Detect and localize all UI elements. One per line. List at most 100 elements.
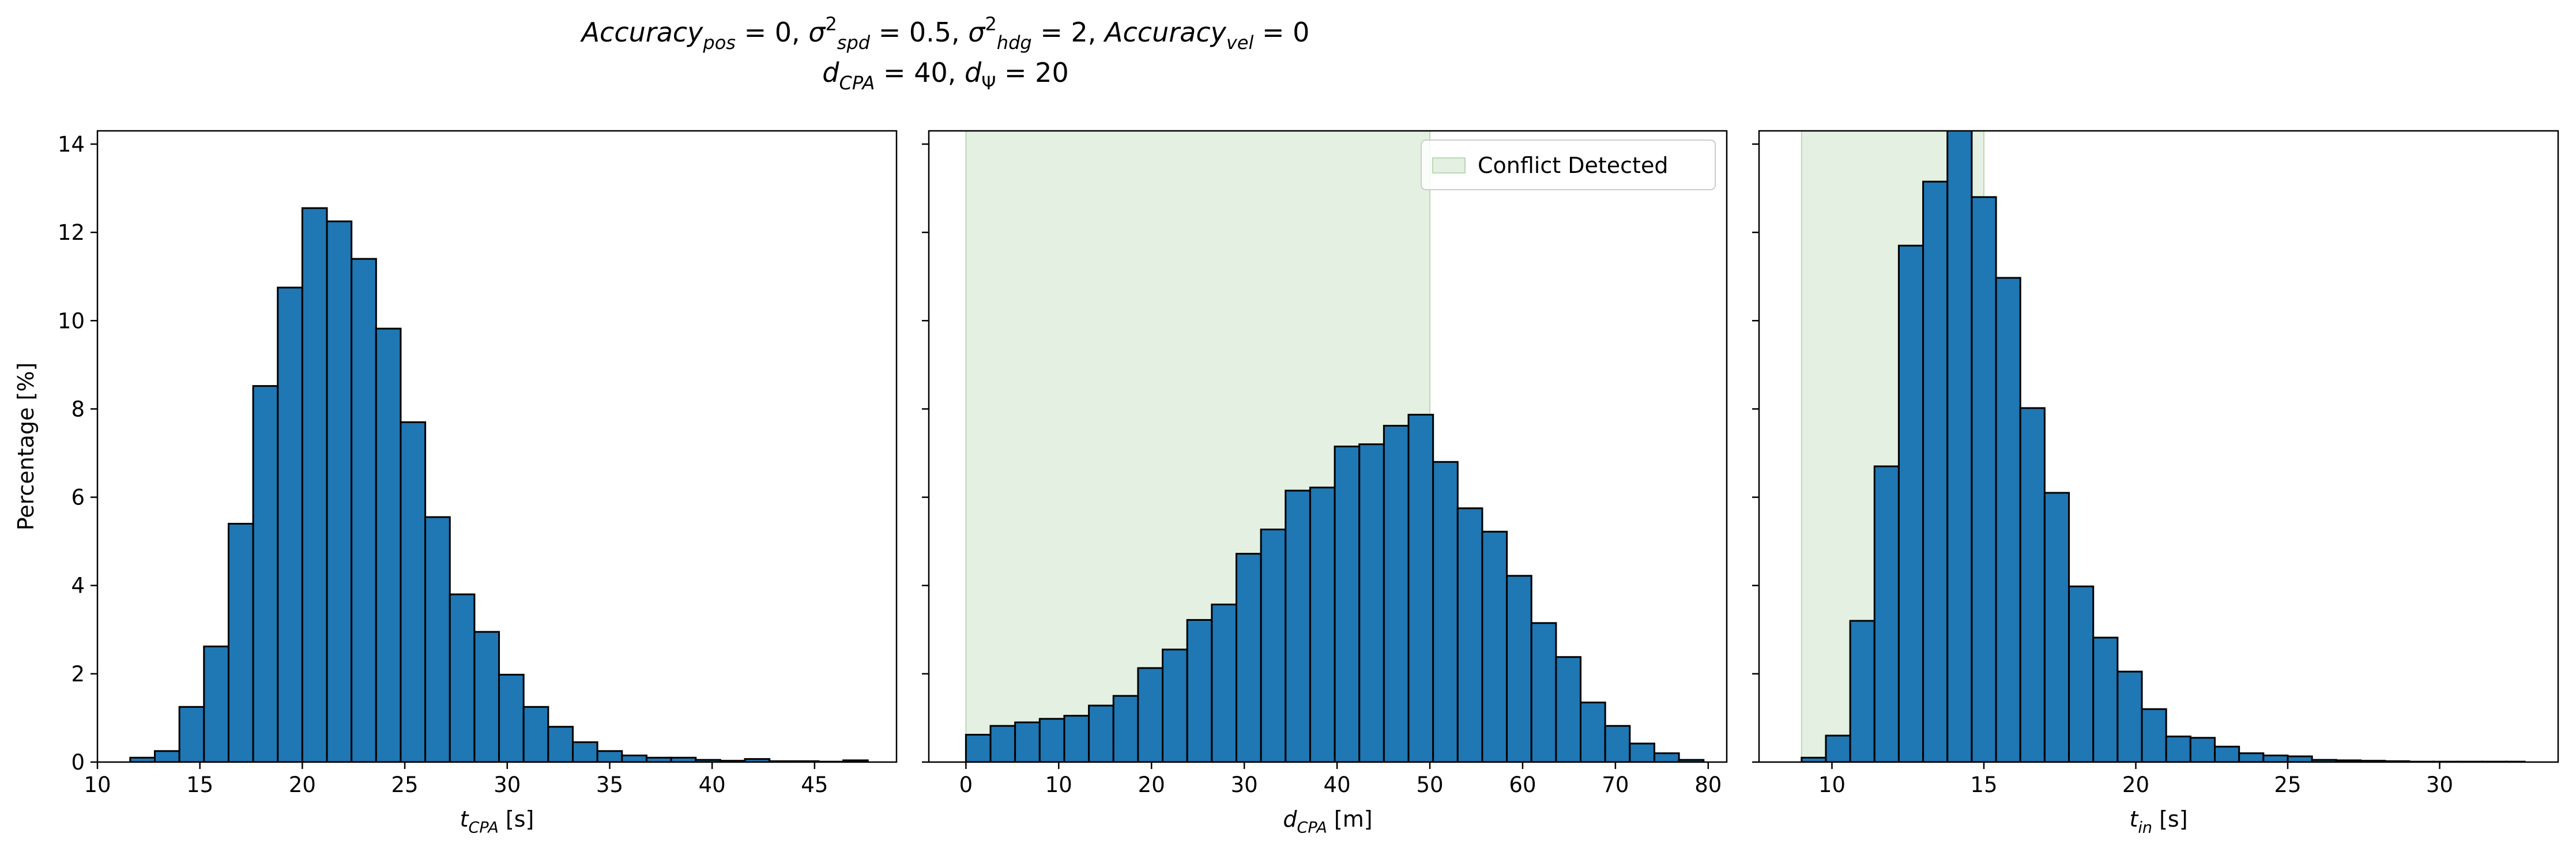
- histogram-bar: [1653, 752, 1680, 762]
- x-tick-label: 10: [1818, 772, 1846, 797]
- x-tick-label: 45: [801, 772, 828, 797]
- histogram-bar: [1506, 575, 1532, 762]
- histogram-bar: [449, 593, 476, 762]
- histogram-bar: [1432, 461, 1459, 762]
- figure-title-line-2: dCPA = 40, dΨ = 20: [822, 57, 1068, 94]
- histogram-bar: [1309, 487, 1336, 762]
- histogram-bar: [1678, 759, 1705, 762]
- histogram-bar: [1285, 489, 1311, 762]
- histogram-bar: [1014, 721, 1041, 762]
- histogram-bar: [1849, 620, 1875, 762]
- histogram-bar: [1260, 528, 1287, 762]
- histogram-panel-3: 10 15 20 25 30 tin [s]: [1752, 130, 2559, 837]
- histogram-bar: [498, 673, 525, 762]
- y-tick-label: 4: [71, 574, 85, 598]
- histogram-bar: [547, 726, 574, 762]
- histogram-bar: [1063, 715, 1090, 762]
- histogram-bar: [1971, 196, 1997, 762]
- histogram-bar: [1162, 649, 1188, 762]
- histogram-bar: [375, 327, 402, 762]
- histogram-bar: [301, 207, 328, 762]
- axes-frame: [1758, 130, 2559, 763]
- histogram-bar: [2116, 670, 2143, 762]
- x-tick-label: 30: [494, 772, 521, 797]
- histogram-bar: [473, 631, 500, 762]
- x-tick-label: 60: [1509, 772, 1536, 797]
- histogram-bar: [1604, 725, 1631, 762]
- histogram-bar: [203, 645, 229, 762]
- histogram-bar: [2141, 708, 2167, 762]
- histogram-bar: [571, 741, 598, 762]
- axes-frame: [928, 130, 1728, 763]
- histogram-bar: [1358, 443, 1385, 762]
- histogram-bar: [1530, 622, 1557, 762]
- x-tick-label: 20: [2122, 772, 2149, 797]
- histogram-bar: [2238, 752, 2265, 762]
- histogram-bar: [326, 220, 353, 762]
- histogram-bar: [1922, 180, 1949, 762]
- histogram-bar: [621, 755, 647, 762]
- x-tick-label: 20: [289, 772, 316, 797]
- histogram-bar: [1825, 734, 1851, 762]
- figure-title-line-1: Accuracypos = 0, σ2spd = 0.5, σ2hdg = 2,…: [580, 13, 1310, 54]
- histogram-bar: [2068, 585, 2095, 762]
- x-tick-label: 25: [2274, 772, 2301, 797]
- histogram-bar: [1629, 742, 1655, 762]
- histogram-bar: [2287, 755, 2313, 762]
- histogram-bar: [277, 286, 303, 762]
- histogram-panel-1: 10 15 20 25 30 35 40 45 0 2 4 6 8 10 12 14 tCPA [s] Perce…: [13, 130, 898, 837]
- histogram-bar: [1334, 446, 1361, 762]
- y-tick-label: 12: [58, 220, 85, 245]
- x-tick-label: 40: [699, 772, 726, 797]
- x-tick-label: 15: [1970, 772, 1997, 797]
- legend-frame: [1421, 140, 1716, 190]
- histogram-bar: [2043, 492, 2070, 762]
- x-tick-label: 70: [1602, 772, 1629, 797]
- histogram-bar: [1235, 553, 1262, 762]
- x-tick-label: 30: [2426, 772, 2453, 797]
- panels: 10 15 20 25 30 35 40 45 0 2 4 6 8 10 12 14 tCPA [s] Perce…: [13, 130, 2559, 837]
- histogram-bar: [2189, 737, 2216, 762]
- x-tick-label: 10: [1045, 772, 1072, 797]
- histogram-bar: [522, 706, 549, 762]
- histogram-bar: [1580, 702, 1606, 762]
- histogram-bar: [1112, 695, 1139, 762]
- x-axis-label: tCPA [s]: [460, 806, 534, 837]
- histogram-bar: [1897, 244, 1925, 762]
- axes-frame: [96, 130, 898, 763]
- histogram-bar: [2019, 407, 2046, 762]
- histogram-panel-2: 0 10 20 30 40 50 60 70 80 dCPA [m] Conflict Detect…: [922, 130, 1728, 837]
- x-tick-label: 35: [596, 772, 623, 797]
- histogram-bar: [178, 706, 205, 762]
- x-tick-label: 10: [84, 772, 111, 797]
- histogram-bar: [2262, 755, 2289, 762]
- histogram-bar: [596, 750, 623, 762]
- histogram-bar: [424, 516, 451, 762]
- y-tick-label: 6: [71, 485, 85, 510]
- y-axis-label: Percentage [%]: [13, 363, 39, 531]
- legend-swatch: [1432, 157, 1466, 174]
- histogram-bar: [351, 258, 377, 762]
- y-tick-label: 8: [71, 397, 85, 421]
- histogram-bar: [1555, 656, 1582, 762]
- histogram-bar: [1481, 530, 1508, 762]
- x-tick-label: 40: [1324, 772, 1351, 797]
- histogram-bar: [1137, 667, 1164, 762]
- histogram-bar: [1088, 704, 1114, 762]
- histogram-bar: [400, 421, 427, 762]
- histogram-bar: [2213, 745, 2240, 762]
- histogram-bar: [154, 750, 180, 762]
- x-tick-label: 20: [1138, 772, 1165, 797]
- histogram-bar: [1383, 425, 1410, 762]
- histogram-bar: [227, 523, 254, 762]
- histogram-bar: [1211, 604, 1237, 762]
- x-tick-label: 25: [391, 772, 419, 797]
- y-tick-label: 0: [71, 750, 85, 775]
- x-tick-label: 80: [1694, 772, 1722, 797]
- legend-label: Conflict Detected: [1478, 153, 1668, 178]
- x-tick-label: 50: [1416, 772, 1443, 797]
- histogram-bar: [2165, 736, 2191, 762]
- legend: Conflict Detected: [1421, 140, 1716, 190]
- x-tick-label: 15: [186, 772, 213, 797]
- histogram-bar: [1038, 718, 1065, 762]
